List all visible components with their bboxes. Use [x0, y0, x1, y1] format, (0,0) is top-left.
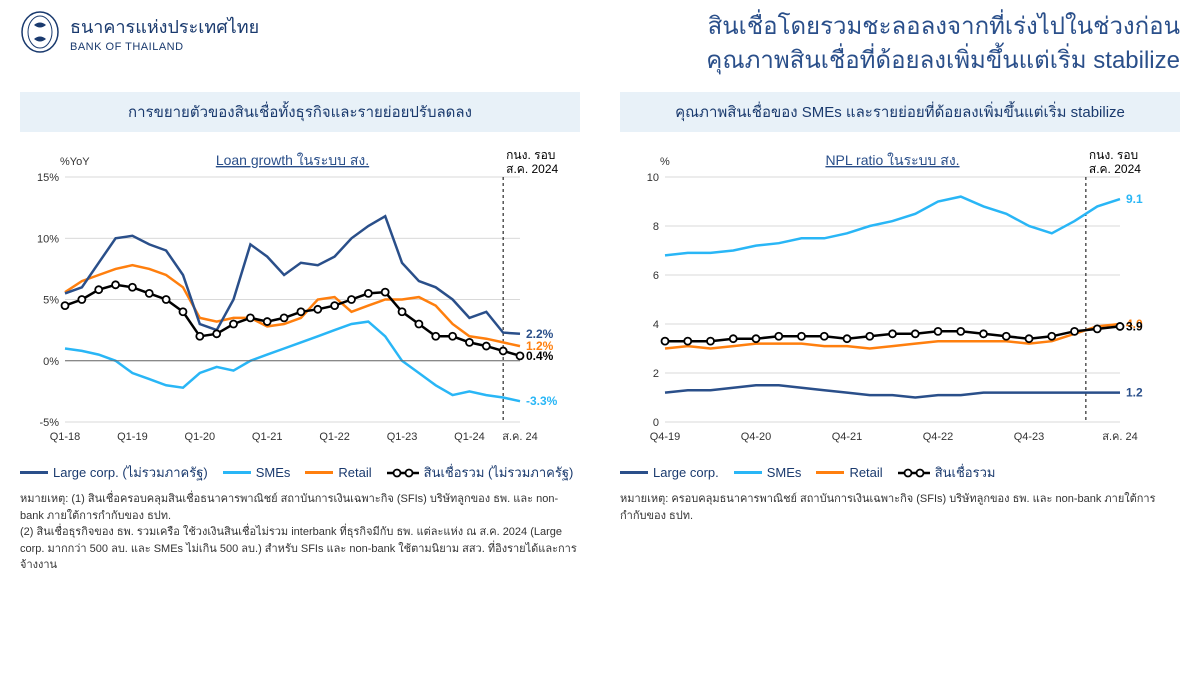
svg-text:ส.ค. 2024: ส.ค. 2024: [506, 162, 558, 176]
footnote-left: หมายเหตุ: (1) สินเชื่อครอบคลุมสินเชื่อธน…: [20, 491, 580, 574]
legend-item-retail: Retail: [816, 465, 882, 480]
svg-text:Q4-23: Q4-23: [1014, 431, 1045, 443]
page-title: สินเชื่อโดยรวมชะลอลงจากที่เร่งไปในช่วงก่…: [706, 10, 1180, 77]
svg-text:10%: 10%: [37, 233, 59, 245]
legend-item-retail: Retail: [305, 465, 371, 480]
legend-item-smes: SMEs: [223, 465, 291, 480]
svg-text:Q1-19: Q1-19: [117, 431, 148, 443]
svg-text:0%: 0%: [43, 356, 59, 368]
svg-text:ส.ค. 2024: ส.ค. 2024: [1089, 162, 1141, 176]
legend-item-large_corp: Large corp.: [620, 465, 719, 480]
svg-text:Q4-20: Q4-20: [741, 431, 772, 443]
svg-text:5%: 5%: [43, 295, 59, 307]
chart-left-svg: -5% 0% 5% 10% 15% Q1-18 Q1-19 Q1-20 Q1-21 Q1-22 Q1…: [20, 142, 580, 452]
org-name-en: BANK OF THAILAND: [70, 41, 259, 53]
svg-text:4: 4: [653, 319, 659, 331]
svg-text:Loan growth ในระบบ สง.: Loan growth ในระบบ สง.: [216, 152, 369, 168]
org-name-th: ธนาคารแห่งประเทศไทย: [70, 12, 259, 41]
svg-text:Q4-21: Q4-21: [832, 431, 863, 443]
svg-text:กนง. รอบ: กนง. รอบ: [506, 148, 555, 162]
chart-right-panel-title: คุณภาพสินเชื่อของ SMEs และรายย่อยที่ด้อย…: [620, 92, 1180, 132]
chart-right-svg: 0 2 4 6 8 10 Q4-19 Q4-20 Q4-21 Q4-22 Q4-23 ส.ค. 24%…: [620, 142, 1180, 452]
bot-logo-icon: [20, 10, 60, 54]
legend-item-large_corp: Large corp. (ไม่รวมภาครัฐ): [20, 462, 208, 483]
svg-text:Q1-22: Q1-22: [319, 431, 350, 443]
svg-text:1.2: 1.2: [1126, 386, 1143, 400]
svg-text:-3.3%: -3.3%: [526, 394, 558, 408]
legend-right: Large corp. SMEs Retail สินเชื่อรวม: [620, 462, 1180, 483]
svg-text:Q4-22: Q4-22: [923, 431, 954, 443]
svg-text:3.9: 3.9: [1126, 320, 1143, 334]
svg-text:ส.ค. 24: ส.ค. 24: [502, 431, 537, 443]
svg-text:2: 2: [653, 368, 659, 380]
svg-text:NPL ratio ในระบบ สง.: NPL ratio ในระบบ สง.: [825, 152, 959, 168]
svg-text:9.1: 9.1: [1126, 192, 1143, 206]
svg-text:-5%: -5%: [39, 417, 59, 429]
footnote-right: หมายเหตุ: ครอบคลุมธนาคารพาณิชย์ สถาบันกา…: [620, 491, 1180, 524]
svg-text:Q1-21: Q1-21: [252, 431, 283, 443]
svg-text:%YoY: %YoY: [60, 156, 90, 168]
svg-text:6: 6: [653, 270, 659, 282]
chart-left-panel-title: การขยายตัวของสินเชื่อทั้งธุรกิจและรายย่อ…: [20, 92, 580, 132]
charts-row: การขยายตัวของสินเชื่อทั้งธุรกิจและรายย่อ…: [20, 92, 1180, 574]
svg-text:0: 0: [653, 417, 659, 429]
svg-text:Q4-19: Q4-19: [650, 431, 681, 443]
logo-block: ธนาคารแห่งประเทศไทย BANK OF THAILAND: [20, 10, 259, 54]
svg-text:%: %: [660, 156, 670, 168]
svg-text:Q1-23: Q1-23: [387, 431, 418, 443]
svg-text:15%: 15%: [37, 172, 59, 184]
chart-right-col: คุณภาพสินเชื่อของ SMEs และรายย่อยที่ด้อย…: [620, 92, 1180, 574]
svg-text:0.4%: 0.4%: [526, 349, 554, 363]
chart-left-col: การขยายตัวของสินเชื่อทั้งธุรกิจและรายย่อ…: [20, 92, 580, 574]
svg-text:Q1-18: Q1-18: [50, 431, 81, 443]
page-header: ธนาคารแห่งประเทศไทย BANK OF THAILAND สิน…: [20, 10, 1180, 77]
legend-left: Large corp. (ไม่รวมภาครัฐ) SMEs Retail สินเ…: [20, 462, 580, 483]
svg-text:Q1-24: Q1-24: [454, 431, 485, 443]
legend-item-smes: SMEs: [734, 465, 802, 480]
svg-text:10: 10: [647, 172, 659, 184]
legend-item-total: สินเชื่อรวม (ไม่รวมภาครัฐ): [387, 462, 574, 483]
svg-text:2.2%: 2.2%: [526, 327, 554, 341]
svg-text:ส.ค. 24: ส.ค. 24: [1102, 431, 1137, 443]
svg-text:8: 8: [653, 221, 659, 233]
legend-item-total: สินเชื่อรวม: [898, 462, 996, 483]
svg-text:กนง. รอบ: กนง. รอบ: [1089, 148, 1138, 162]
svg-text:Q1-20: Q1-20: [185, 431, 216, 443]
